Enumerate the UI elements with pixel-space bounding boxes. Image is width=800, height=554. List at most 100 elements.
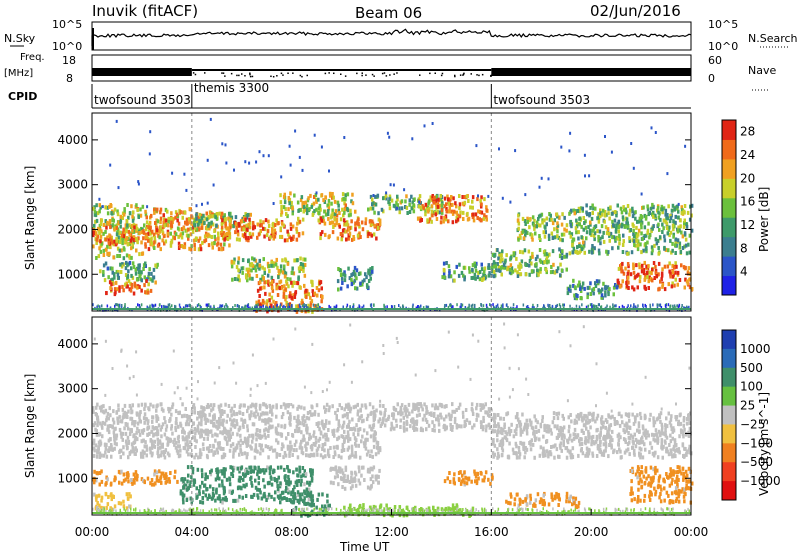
heatmap-cell [561, 249, 564, 254]
nave-dot [396, 72, 398, 74]
heatmap-cell [344, 203, 347, 208]
heatmap-cell [307, 303, 310, 308]
heatmap-cell [116, 254, 119, 258]
heatmap-cell [297, 216, 300, 221]
heatmap-cell [110, 236, 113, 241]
sparse-cell [272, 202, 275, 205]
heatmap-cell [591, 288, 594, 293]
heatmap-cell [503, 260, 507, 265]
heatmap-cell [216, 450, 219, 455]
heatmap-cell [622, 271, 626, 276]
heatmap-cell [113, 433, 116, 438]
nave-dot [481, 73, 484, 76]
heatmap-cell [148, 220, 152, 225]
heatmap-cell [282, 289, 286, 294]
heatmap-cell [216, 441, 220, 446]
heatmap-cell [173, 442, 176, 447]
heatmap-cell [297, 208, 300, 213]
heatmap-cell [194, 236, 198, 241]
heatmap-cell [622, 217, 625, 222]
heatmap-cell [639, 218, 643, 223]
heatmap-cell [408, 202, 411, 207]
heatmap-cell [378, 222, 382, 227]
heatmap-cell [455, 215, 458, 220]
heatmap-cell [341, 192, 345, 197]
heatmap-cell [537, 214, 541, 219]
heatmap-cell [207, 221, 211, 226]
ground-scatter-cell [301, 304, 304, 308]
heatmap-cell [358, 224, 361, 229]
heatmap-cell [293, 258, 296, 263]
heatmap-cell [273, 228, 277, 233]
ground-scatter-cell [179, 306, 181, 310]
heatmap-cell [671, 274, 675, 279]
heatmap-cell [162, 452, 166, 457]
heatmap-cell [124, 236, 128, 241]
heatmap-cell [277, 285, 280, 290]
heatmap-cell [260, 223, 263, 227]
heatmap-cell [130, 266, 133, 271]
heatmap-cell [643, 225, 647, 230]
heatmap-cell [275, 403, 278, 408]
ground-scatter-cell [531, 305, 534, 309]
nave-dot [194, 73, 197, 76]
heatmap-cell [580, 235, 583, 240]
heatmap-cell [431, 420, 434, 425]
heatmap-cell [93, 223, 96, 228]
heatmap-cell [308, 436, 311, 441]
heatmap-cell [487, 263, 490, 268]
heatmap-cell [471, 267, 474, 272]
heatmap-cell [388, 197, 391, 202]
heatmap-cell [106, 266, 110, 271]
heatmap-cell [187, 233, 190, 238]
heatmap-cell [298, 269, 301, 274]
heatmap-cell [236, 432, 239, 437]
heatmap-cell [643, 276, 647, 281]
heatmap-cell [331, 404, 334, 409]
heatmap-cell [268, 269, 271, 274]
heatmap-cell [162, 234, 166, 239]
heatmap-cell [558, 443, 562, 448]
heatmap-cell [369, 276, 372, 281]
ground-scatter-cell [206, 305, 209, 309]
heatmap-cell [379, 410, 382, 415]
heatmap-cell [313, 209, 316, 214]
heatmap-cell [149, 450, 152, 455]
heatmap-cell [536, 268, 539, 273]
heatmap-cell [455, 408, 458, 412]
heatmap-cell [302, 414, 306, 419]
heatmap-cell [357, 222, 360, 226]
heatmap-cell [354, 273, 357, 278]
heatmap-cell [113, 207, 117, 212]
heatmap-cell [651, 202, 654, 207]
heatmap-cell [261, 298, 265, 303]
heatmap-cell [635, 263, 638, 268]
ground-scatter-cell [255, 305, 258, 309]
heatmap-cell [117, 275, 120, 280]
heatmap-cell [541, 218, 544, 223]
heatmap-cell [523, 219, 527, 223]
heatmap-cell [105, 418, 108, 423]
heatmap-cell [587, 434, 590, 439]
heatmap-cell [458, 206, 461, 211]
heatmap-cell [560, 222, 564, 227]
heatmap-cell [345, 404, 348, 409]
ground-scatter-cell [398, 304, 400, 307]
heatmap-cell [529, 447, 533, 452]
heatmap-cell [640, 222, 643, 227]
heatmap-cell [118, 288, 121, 293]
heatmap-cell [428, 217, 432, 222]
heatmap-cell [107, 240, 111, 245]
heatmap-cell [658, 227, 661, 232]
ground-scatter-cell [623, 306, 625, 310]
heatmap-cell [191, 435, 195, 440]
heatmap-cell [541, 220, 544, 225]
heatmap-cell [445, 209, 448, 214]
nave-dot [280, 72, 283, 75]
heatmap-cell [343, 413, 346, 418]
heatmap-cell [439, 220, 443, 225]
heatmap-cell [176, 444, 180, 449]
heatmap-cell [595, 416, 599, 421]
heatmap-cell [657, 261, 661, 266]
heatmap-cell [214, 432, 217, 437]
